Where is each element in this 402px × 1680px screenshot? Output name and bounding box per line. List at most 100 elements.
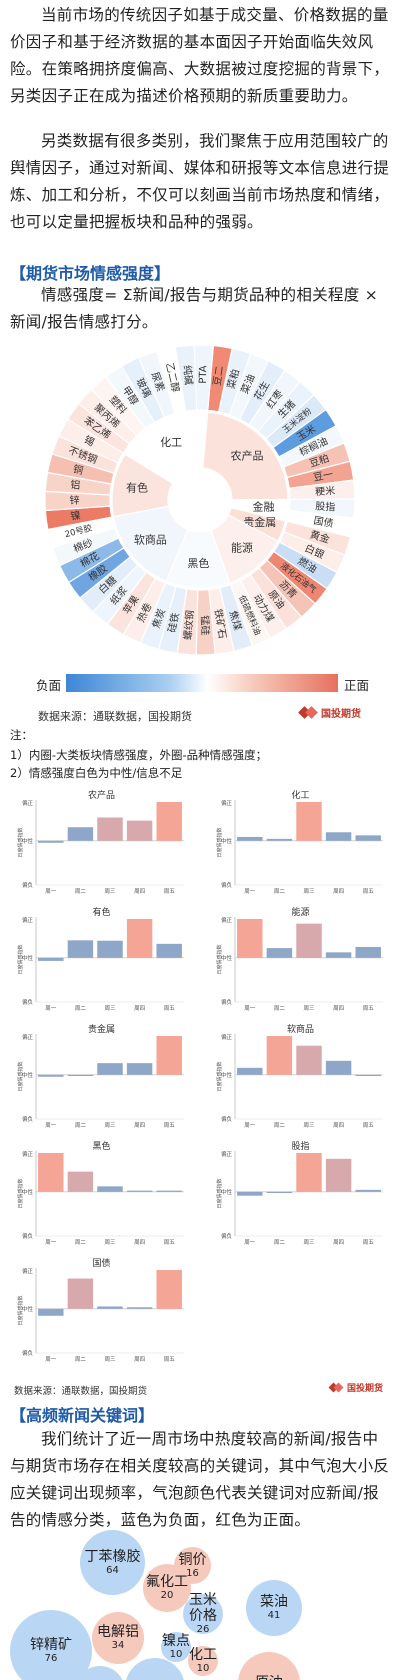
x-tick-3: 周四 [333,888,344,895]
bar-4 [355,1189,381,1192]
y-axis-label: 日度情感指数 [216,1061,223,1091]
bubble-label: 玉米价格 [189,1592,217,1624]
bubble-label: 电解铝 [97,1624,139,1640]
bar-2 [296,1045,322,1075]
weekly-chart-3: 能源 偏正 中性 偏负 日度情感指数 周一 周二 周三 周四 周五 [213,905,388,1015]
logo-text: 国投期货 [321,709,361,720]
x-tick-4: 周五 [363,1005,375,1012]
legend-negative-label: 负面 [36,678,62,693]
x-tick-1: 周二 [75,1239,87,1246]
bar-2 [296,802,322,841]
bubble-label: 化工 [189,1647,217,1663]
x-tick-3: 周四 [333,1005,344,1012]
weekly-chart-title: 有色 [92,908,111,918]
y-tick-0: 偏正 [22,1150,34,1158]
sector-label-6: 有色 [126,481,148,495]
keyword-bubble: 电解铝 34 [92,1612,144,1664]
bar-1 [266,838,293,841]
x-tick-3: 周四 [134,1122,145,1129]
item-label-6-1: 锌 [69,494,79,507]
sector-label-2: 贵金属 [243,515,276,529]
bar-3 [126,1307,153,1309]
x-tick-2: 周三 [303,1122,315,1129]
y-tick-1: 中性 [22,837,34,845]
bar-3 [325,1158,352,1192]
y-tick-2: 偏负 [221,881,233,889]
y-tick-1: 中性 [221,1071,233,1079]
sunburst-center [168,468,232,532]
company-logo-2: 国投期货 [328,1381,384,1394]
y-tick-1: 中性 [22,954,34,962]
y-tick-1: 中性 [22,1305,34,1313]
x-tick-3: 周四 [134,1356,145,1363]
x-tick-0: 周一 [45,1356,57,1363]
note-head: 注： [10,728,33,742]
bar-0 [38,840,64,843]
item-label-4-3: 螺纹钢 [181,609,197,640]
sector-label-0: 农产品 [231,449,264,463]
logo-text-2: 国投期货 [347,1384,384,1394]
keyword-bubble [75,1666,125,1680]
bar-0 [38,1308,64,1316]
sector-7 [124,411,209,485]
x-tick-0: 周一 [45,1239,57,1246]
bar-1 [67,1171,94,1192]
x-tick-4: 周五 [164,1005,176,1012]
y-tick-0: 偏正 [221,1033,233,1041]
bar-2 [97,1063,123,1075]
bar-0 [38,957,64,961]
bubble-value: 76 [44,1653,58,1664]
x-tick-4: 周五 [363,1122,375,1129]
y-tick-1: 中性 [22,1188,34,1196]
x-tick-3: 周四 [134,1005,145,1012]
bubble-value: 16 [186,1567,199,1579]
bar-4 [156,1036,182,1075]
x-tick-3: 周四 [134,1239,145,1246]
y-axis-label: 日度情感指数 [17,944,24,974]
x-tick-1: 周二 [75,1005,87,1012]
bar-3 [126,1190,153,1192]
y-axis-label: 日度情感指数 [17,1061,24,1091]
bubble-value: 41 [267,1610,281,1621]
x-tick-4: 周五 [164,1122,176,1129]
x-tick-1: 周二 [274,1239,286,1246]
bar-2 [296,1153,322,1192]
x-tick-0: 周一 [244,1239,256,1246]
source-note-1: 数据来源：通联数据，国投期货 [38,710,192,723]
bar-1 [67,1074,94,1076]
y-tick-0: 偏正 [221,799,233,807]
sector-label-4: 黑色 [187,556,209,570]
keyword-bubble: 菜油 41 [246,1580,302,1636]
y-axis-label: 日度情感指数 [17,1295,24,1325]
keyword-bubble: 化工 10 [188,1646,218,1676]
weekly-chart-title: 能源 [291,908,310,918]
weekly-chart-5: 软商品 偏正 中性 偏负 日度情感指数 周一 周二 周三 周四 周五 [213,1022,388,1132]
bar-4 [156,943,182,958]
weekly-chart-title: 贵金属 [87,1025,115,1035]
y-tick-0: 偏正 [22,916,34,924]
bar-2 [97,817,123,841]
bar-4 [156,802,182,841]
bubble-value: 10 [169,1649,183,1660]
y-axis-label: 日度情感指数 [17,1178,24,1208]
bubble-label: 菜油 [260,1594,288,1610]
bar-4 [156,1190,182,1192]
keyword-bubble: 镍点 10 [161,1632,191,1662]
bubble-value: 26 [196,1624,210,1635]
bar-0 [237,1067,263,1075]
weekly-chart-4: 贵金属 偏正 中性 偏负 日度情感指数 周一 周二 周三 周四 周五 [14,1022,189,1132]
weekly-chart-8: 国债 偏正 中性 偏负 日度情感指数 周一 周二 周三 周四 周五 [14,1256,189,1366]
x-tick-1: 周二 [75,1122,87,1129]
bubble-value: 20 [160,1590,174,1601]
item-label-6-2: 铝 [70,479,81,492]
weekly-chart-title: 软商品 [286,1025,314,1035]
bar-3 [325,952,352,958]
y-tick-0: 偏正 [221,1150,233,1158]
